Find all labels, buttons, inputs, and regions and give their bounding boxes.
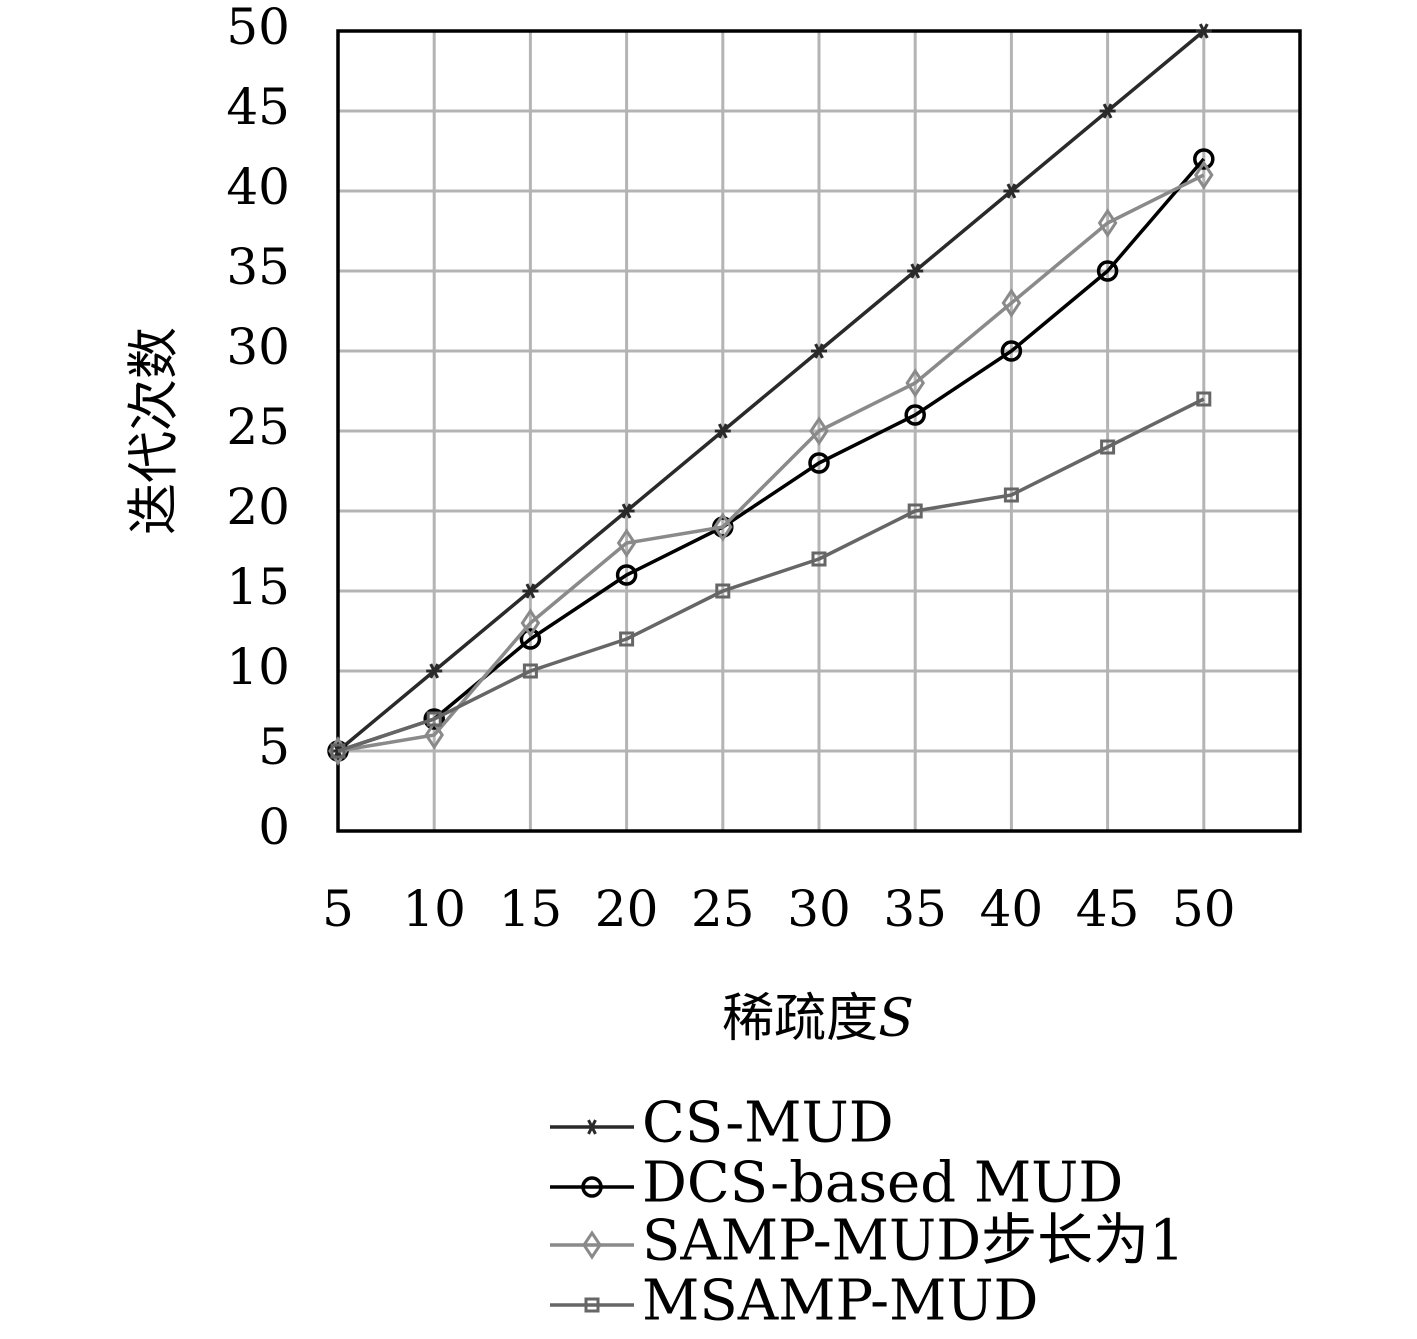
- series-group: [327, 23, 1215, 766]
- legend-marker-2: [582, 1230, 602, 1260]
- data-point-3-9: [1196, 391, 1212, 407]
- data-point-1-2: [519, 628, 542, 650]
- data-point-3-8: [1100, 439, 1116, 455]
- data-point-3-2: [522, 663, 538, 679]
- data-point-1-8: [1096, 260, 1119, 282]
- data-point-2-3: [616, 528, 637, 558]
- series-line-1: [337, 157, 1206, 753]
- data-point-0-4: [714, 423, 731, 439]
- data-point-3-1: [426, 711, 442, 727]
- data-point-2-5: [809, 416, 829, 446]
- x-tick-label-7: 40: [980, 880, 1044, 938]
- data-point-0-1: [426, 663, 443, 679]
- data-point-2-1: [424, 720, 445, 750]
- legend-label-0: CS-MUD: [642, 1091, 894, 1156]
- series-line-0: [336, 29, 1205, 753]
- data-point-0-5: [811, 343, 827, 359]
- x-tick-labels: 5 10 15 20 25 30 35 40 45 50: [322, 880, 1236, 938]
- x-tick-label-2: 15: [499, 880, 563, 938]
- series-2: [328, 160, 1214, 766]
- data-point-3-6: [907, 503, 923, 519]
- legend-label-3: MSAMP-MUD: [642, 1269, 1038, 1334]
- x-axis-label-text: 稀疏度: [722, 989, 878, 1049]
- legend-label-1: DCS-based MUD: [642, 1151, 1123, 1216]
- legend-marker-0: [584, 1119, 600, 1135]
- x-tick-label-5: 30: [787, 880, 851, 938]
- series-0: [330, 23, 1212, 759]
- legend-marker-1: [581, 1176, 603, 1198]
- data-point-2-9: [1193, 160, 1214, 190]
- data-point-2-8: [1097, 208, 1118, 238]
- series-line-2: [337, 173, 1205, 753]
- data-point-3-7: [1003, 487, 1019, 503]
- data-point-1-5: [808, 452, 830, 474]
- data-point-1-1: [423, 708, 445, 730]
- data-point-1-9: [1193, 148, 1215, 170]
- series-3: [330, 391, 1212, 759]
- y-tick-label-1: 5: [258, 718, 290, 776]
- y-tick-label-9: 45: [226, 78, 290, 136]
- data-point-1-6: [904, 404, 926, 426]
- x-tick-label-0: 5: [322, 880, 354, 938]
- y-tick-label-4: 20: [226, 478, 290, 536]
- x-tick-label-4: 25: [691, 880, 755, 938]
- data-point-0-7: [1003, 183, 1020, 199]
- y-tick-label-6: 30: [226, 318, 290, 376]
- x-tick-label-9: 50: [1172, 880, 1236, 938]
- x-tick-label-6: 35: [883, 880, 947, 938]
- series-line-3: [337, 397, 1205, 753]
- data-point-2-7: [1001, 288, 1022, 318]
- y-tick-label-0: 0: [258, 798, 290, 856]
- data-point-0-3: [618, 503, 635, 519]
- x-axis-label: 稀疏度S: [722, 989, 914, 1049]
- y-tick-label-10: 50: [226, 0, 290, 56]
- data-point-3-4: [715, 583, 731, 599]
- data-point-2-2: [520, 608, 541, 638]
- data-point-0-8: [1099, 103, 1116, 119]
- data-point-0-2: [522, 583, 539, 599]
- legend-label-2: SAMP-MUD步长为1: [642, 1209, 1185, 1274]
- data-point-1-7: [1000, 340, 1023, 362]
- data-point-3-5: [811, 551, 827, 567]
- series-1: [327, 148, 1215, 762]
- data-point-0-9: [1195, 23, 1212, 39]
- data-point-3-3: [619, 631, 635, 647]
- x-tick-label-3: 20: [595, 880, 659, 938]
- y-tick-label-3: 15: [226, 558, 290, 616]
- x-tick-label-1: 10: [402, 880, 466, 938]
- y-axis-label: 迭代次数: [125, 327, 185, 535]
- y-tick-label-2: 10: [226, 638, 290, 696]
- x-axis-label-variable: S: [878, 989, 914, 1049]
- y-tick-label-5: 25: [226, 398, 290, 456]
- plot-frame: [336, 29, 1302, 833]
- data-point-2-4: [712, 512, 733, 542]
- x-tick-label-8: 45: [1076, 880, 1140, 938]
- y-tick-label-8: 40: [226, 158, 290, 216]
- legend-marker-3: [584, 1297, 600, 1313]
- y-tick-label-7: 35: [226, 238, 290, 296]
- data-point-0-6: [907, 263, 924, 279]
- y-tick-labels: 0 5 10 15 20 25 30 35 40 45 50: [226, 0, 290, 856]
- data-point-3-0: [330, 743, 346, 759]
- data-point-1-3: [615, 564, 638, 586]
- data-point-2-6: [905, 368, 926, 398]
